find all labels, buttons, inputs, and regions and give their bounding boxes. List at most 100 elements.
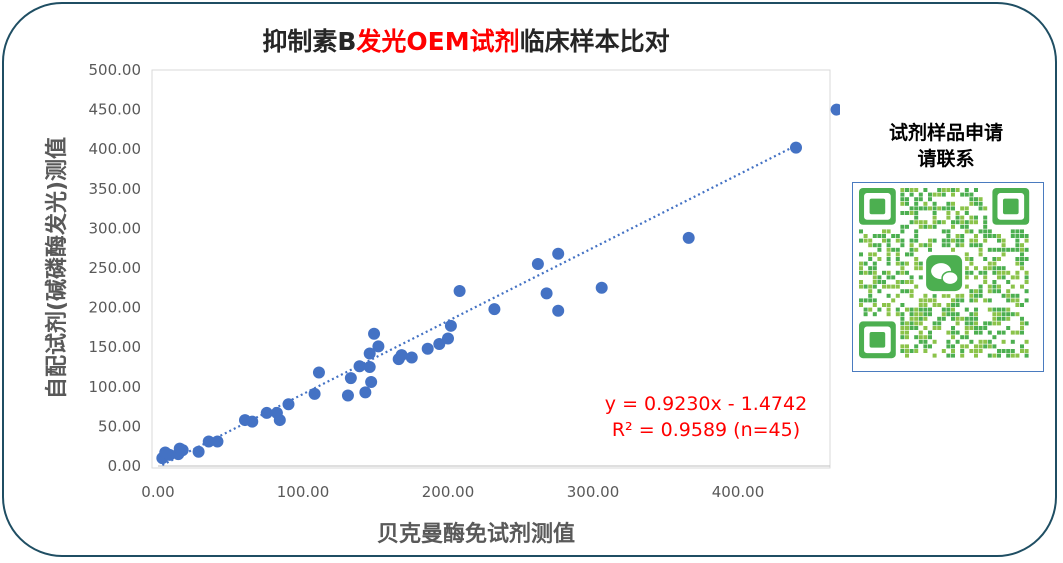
qr-module bbox=[1006, 307, 1011, 312]
qr-module bbox=[951, 201, 955, 206]
qr-module bbox=[974, 275, 978, 280]
qr-module bbox=[983, 266, 988, 271]
qr-module bbox=[932, 201, 937, 206]
qr-module bbox=[1015, 257, 1020, 261]
qr-module bbox=[946, 344, 951, 349]
qr-module bbox=[978, 293, 983, 298]
qr-module bbox=[918, 206, 923, 211]
qr-module bbox=[978, 201, 983, 206]
y-tick-label: 0.00 bbox=[108, 457, 141, 475]
qr-module bbox=[859, 229, 863, 234]
qr-module bbox=[978, 252, 983, 257]
qr-module bbox=[987, 353, 992, 358]
qr-module bbox=[955, 316, 960, 321]
qr-module bbox=[992, 321, 997, 326]
qr-module bbox=[895, 284, 900, 289]
data-point bbox=[488, 303, 501, 316]
qr-module bbox=[974, 326, 978, 330]
qr-module bbox=[923, 339, 928, 344]
qr-module bbox=[955, 215, 960, 220]
qr-module bbox=[923, 293, 928, 298]
qr-module bbox=[978, 206, 983, 211]
qr-module bbox=[923, 335, 928, 340]
qr-module bbox=[914, 215, 919, 220]
qr-module bbox=[905, 330, 909, 335]
qr-finder-core bbox=[1002, 198, 1019, 215]
qr-module bbox=[863, 234, 868, 238]
y-tick-label: 150.00 bbox=[89, 338, 142, 356]
qr-module bbox=[983, 234, 988, 238]
qr-module bbox=[937, 206, 942, 211]
qr-module bbox=[886, 243, 891, 248]
qr-module bbox=[955, 243, 960, 248]
qr-module bbox=[1001, 275, 1006, 280]
qr-module bbox=[877, 257, 882, 261]
qr-module bbox=[914, 220, 919, 225]
qr-module bbox=[882, 303, 886, 307]
qr-module bbox=[1020, 261, 1024, 266]
qr-module bbox=[1010, 284, 1015, 289]
qr-module bbox=[882, 270, 886, 275]
chart-title-part: 抑制素B bbox=[262, 27, 356, 56]
qr-module bbox=[863, 307, 868, 312]
qr-module bbox=[909, 247, 914, 252]
qr-module bbox=[895, 238, 900, 243]
qr-module bbox=[987, 330, 992, 335]
qr-module bbox=[872, 243, 877, 248]
qr-module bbox=[900, 312, 905, 317]
qr-module bbox=[918, 303, 923, 307]
qr-module bbox=[964, 192, 969, 197]
qr-module bbox=[923, 224, 928, 229]
qr-module bbox=[946, 215, 951, 220]
qr-module bbox=[964, 220, 969, 225]
qr-module bbox=[909, 326, 914, 330]
qr-module bbox=[877, 247, 882, 252]
x-tick-label: 100.00 bbox=[277, 483, 330, 501]
qr-module bbox=[872, 280, 877, 284]
wechat-qr-code[interactable] bbox=[852, 182, 1044, 372]
qr-finder-core bbox=[869, 331, 886, 348]
qr-module bbox=[877, 280, 882, 284]
qr-module bbox=[1010, 293, 1015, 298]
qr-module bbox=[1001, 316, 1006, 321]
qr-module bbox=[886, 293, 891, 298]
qr-module bbox=[918, 330, 923, 335]
qr-module bbox=[872, 312, 877, 317]
qr-module bbox=[983, 220, 988, 225]
qr-module bbox=[946, 234, 951, 238]
qr-module bbox=[900, 197, 905, 202]
qr-module bbox=[932, 215, 937, 220]
qr-module bbox=[923, 206, 928, 211]
qr-module bbox=[886, 252, 891, 257]
qr-module bbox=[1015, 312, 1020, 317]
qr-module bbox=[932, 220, 937, 225]
data-point bbox=[421, 342, 434, 355]
qr-module bbox=[951, 247, 955, 252]
qr-module bbox=[960, 349, 965, 353]
qr-module bbox=[900, 266, 905, 271]
qr-module bbox=[987, 307, 992, 312]
qr-module bbox=[932, 211, 937, 215]
qr-module bbox=[932, 298, 937, 303]
qr-module bbox=[914, 266, 919, 271]
qr-module bbox=[955, 293, 960, 298]
qr-module bbox=[1015, 261, 1020, 266]
data-point bbox=[341, 389, 354, 402]
x-tick-label: 0.00 bbox=[141, 483, 174, 501]
data-point bbox=[246, 415, 259, 428]
qr-module bbox=[914, 206, 919, 211]
y-axis-label: 自配试剂(碱磷酶发光)测值 bbox=[44, 137, 70, 399]
qr-module bbox=[1001, 330, 1006, 335]
qr-module bbox=[1020, 344, 1024, 349]
y-tick-label: 50.00 bbox=[98, 417, 141, 435]
qr-module bbox=[895, 280, 900, 284]
qr-module bbox=[969, 298, 974, 303]
qr-module bbox=[886, 312, 891, 317]
qr-module bbox=[905, 344, 909, 349]
qr-module bbox=[914, 312, 919, 317]
qr-module bbox=[877, 243, 882, 248]
qr-module bbox=[974, 197, 978, 202]
qr-module bbox=[1020, 321, 1024, 326]
qr-module bbox=[941, 229, 946, 234]
qr-module bbox=[969, 316, 974, 321]
